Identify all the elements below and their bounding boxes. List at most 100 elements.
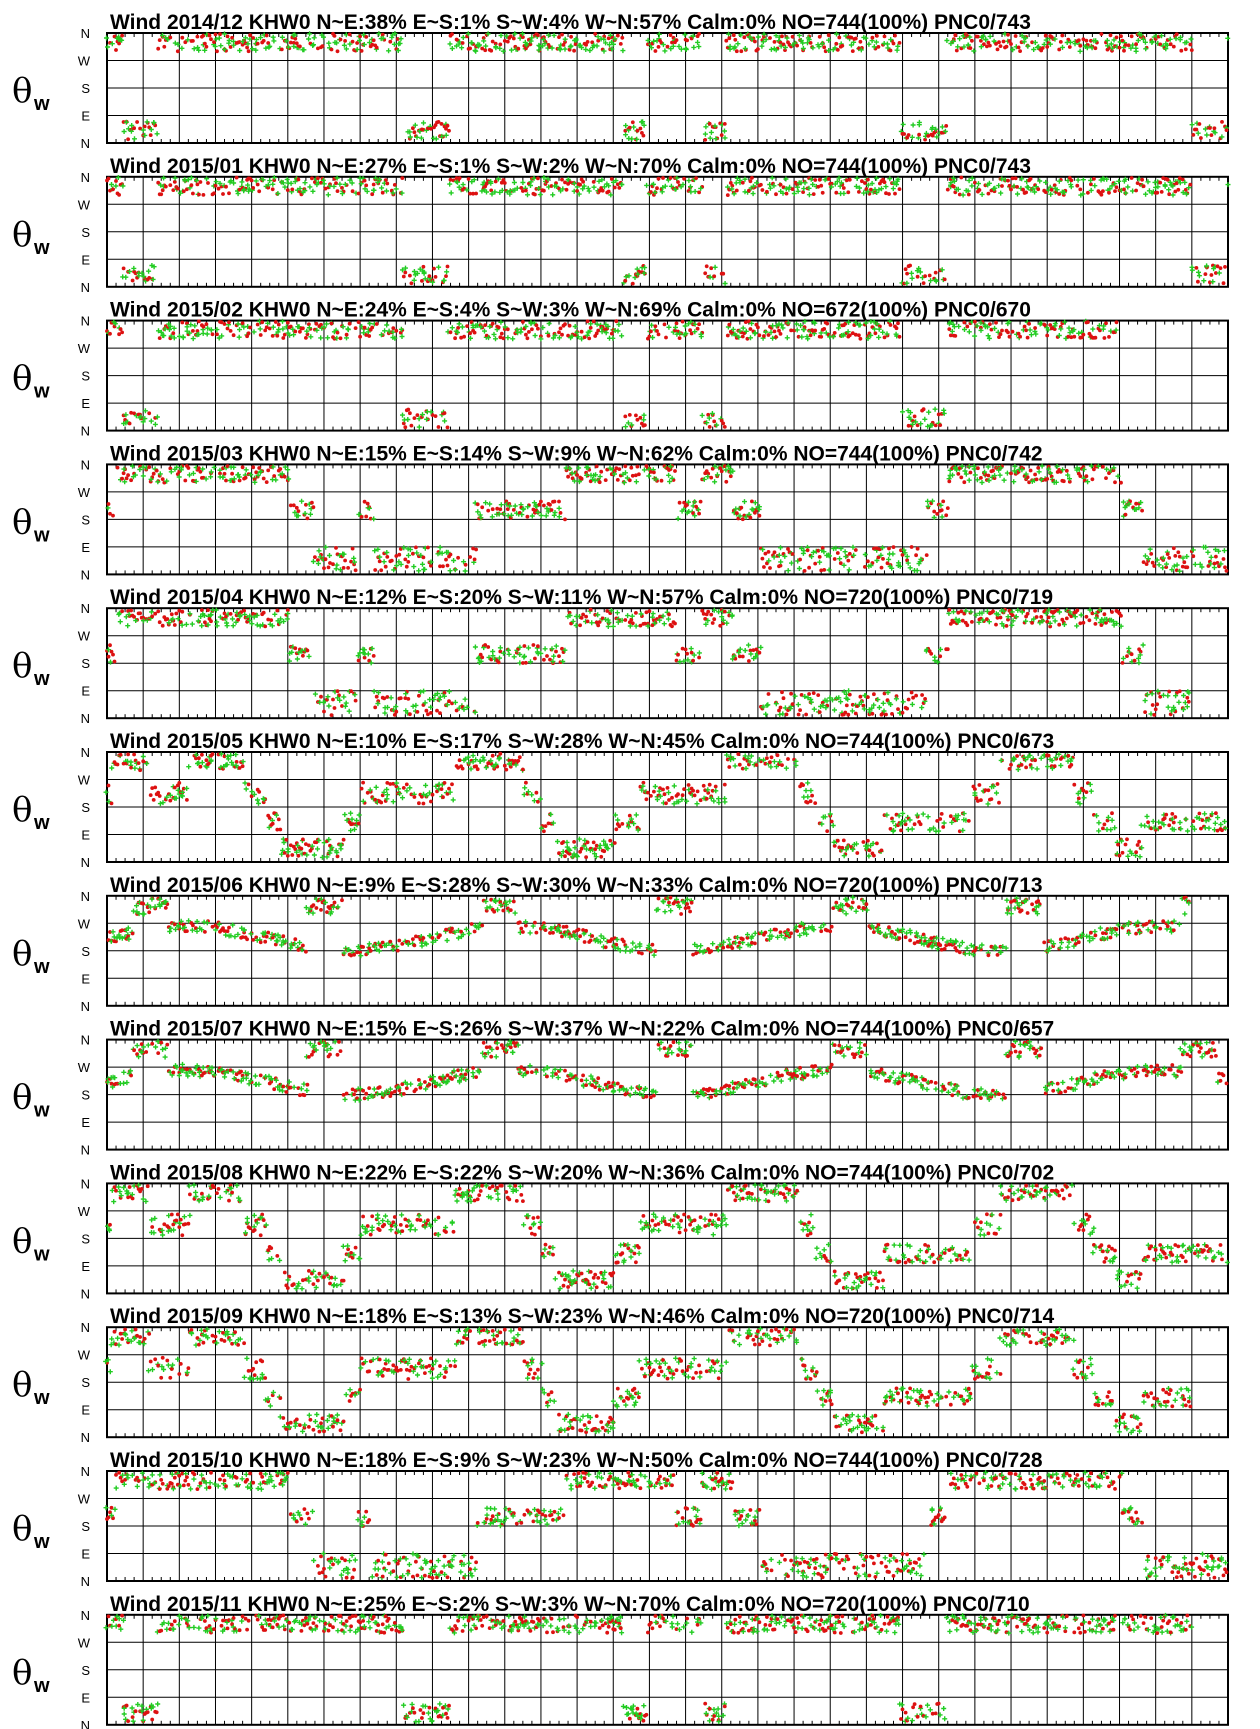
green-point	[863, 35, 869, 41]
green-point	[240, 39, 246, 44]
red-point	[1006, 178, 1010, 183]
y-axis-label-subscript: w	[33, 524, 50, 546]
red-point	[976, 34, 980, 39]
red-point	[1007, 183, 1012, 188]
red-point	[305, 648, 310, 653]
red-point	[426, 545, 430, 550]
red-point	[175, 186, 180, 191]
red-point	[757, 513, 762, 518]
red-point	[465, 324, 469, 328]
y-tick-label: W	[78, 197, 91, 212]
red-point	[1009, 187, 1013, 192]
red-point	[1078, 474, 1083, 478]
green-point	[254, 37, 259, 43]
red-point	[362, 325, 367, 330]
green-point	[796, 32, 802, 38]
red-point	[157, 38, 162, 42]
green-point	[930, 125, 935, 131]
green-point	[142, 132, 148, 138]
red-point	[242, 608, 247, 613]
y-tick-label: W	[78, 54, 91, 69]
red-point	[230, 35, 235, 40]
red-point	[768, 566, 772, 570]
red-point	[623, 464, 628, 469]
red-point	[719, 133, 724, 138]
red-point	[753, 39, 757, 44]
red-point	[707, 425, 712, 429]
red-point	[442, 411, 447, 415]
green-point	[983, 37, 989, 43]
red-point	[516, 46, 521, 51]
red-point	[278, 467, 283, 471]
green-point	[449, 46, 455, 51]
y-axis-label-subscript: w	[33, 93, 50, 115]
red-point	[474, 191, 478, 196]
red-point	[183, 478, 188, 483]
red-point	[1209, 273, 1214, 277]
green-point	[708, 129, 714, 135]
red-point	[748, 515, 753, 520]
red-point	[766, 333, 771, 337]
red-point	[585, 619, 590, 624]
red-point	[481, 36, 486, 40]
red-point	[933, 423, 938, 428]
red-point	[900, 553, 905, 557]
green-point	[283, 38, 289, 44]
red-point	[847, 177, 852, 182]
red-point	[941, 499, 946, 504]
red-point	[198, 469, 203, 474]
green-point	[980, 33, 986, 39]
red-point	[820, 190, 825, 195]
red-point	[1099, 32, 1104, 36]
red-point	[120, 33, 124, 38]
red-point	[790, 702, 795, 706]
red-point	[747, 188, 751, 193]
green-point	[151, 120, 157, 126]
green-point	[573, 37, 579, 43]
red-point	[1129, 34, 1134, 39]
red-point	[930, 133, 935, 138]
red-point	[209, 37, 213, 42]
red-point	[198, 180, 203, 184]
red-point	[832, 557, 837, 561]
green-point	[722, 128, 727, 134]
red-point	[108, 331, 112, 336]
panel-title: Wind 2015/03 KHW0 N~E:15% E~S:14% S~W:9%…	[110, 442, 1043, 465]
green-point	[910, 122, 916, 128]
red-point	[858, 336, 863, 341]
red-point	[111, 187, 115, 192]
red-point	[261, 610, 266, 615]
red-point	[224, 184, 228, 189]
red-point	[350, 546, 355, 551]
red-point	[264, 33, 269, 38]
green-point	[858, 47, 864, 53]
red-point	[661, 176, 665, 180]
red-point	[120, 609, 124, 614]
red-point	[201, 193, 206, 197]
red-point	[923, 697, 927, 701]
green-point	[722, 135, 728, 141]
green-point	[895, 43, 901, 49]
red-point	[870, 711, 875, 716]
red-point	[121, 120, 126, 124]
green-point	[726, 31, 732, 37]
red-point	[921, 281, 926, 285]
red-point	[227, 320, 231, 325]
red-point	[841, 186, 846, 190]
red-point	[527, 330, 531, 334]
green-point	[341, 42, 347, 48]
red-point	[627, 125, 632, 130]
red-point	[905, 271, 909, 276]
green-point	[485, 31, 491, 37]
red-point	[906, 697, 911, 702]
red-point	[945, 647, 950, 652]
red-point	[630, 621, 635, 626]
red-point	[822, 327, 827, 331]
green-point	[263, 45, 269, 51]
red-point	[472, 330, 477, 335]
red-point	[304, 336, 308, 340]
red-point	[1013, 34, 1018, 38]
green-point	[326, 40, 332, 46]
red-point	[505, 39, 510, 44]
red-point	[536, 326, 540, 331]
